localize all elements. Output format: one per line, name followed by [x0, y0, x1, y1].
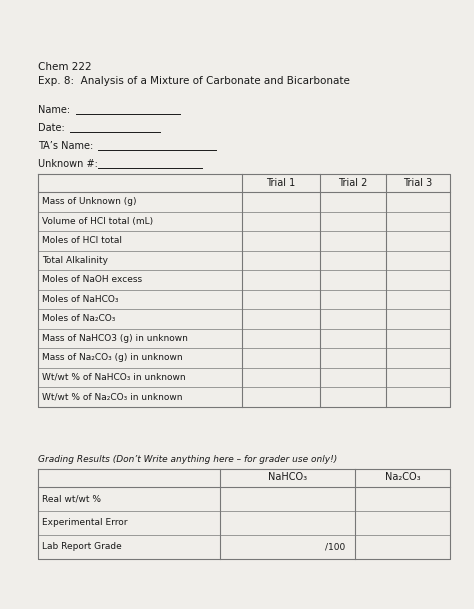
- Text: Experimental Error: Experimental Error: [42, 518, 128, 527]
- Text: TA’s Name:: TA’s Name:: [38, 141, 93, 151]
- Text: Moles of HCl total: Moles of HCl total: [42, 236, 122, 245]
- Text: Total Alkalinity: Total Alkalinity: [42, 256, 108, 265]
- Text: Mass of Na₂CO₃ (g) in unknown: Mass of Na₂CO₃ (g) in unknown: [42, 353, 182, 362]
- Text: Moles of NaHCO₃: Moles of NaHCO₃: [42, 295, 118, 304]
- Text: /100: /100: [325, 542, 345, 551]
- Text: Chem 222: Chem 222: [38, 62, 91, 72]
- Text: Name:: Name:: [38, 105, 70, 115]
- Text: Trial 2: Trial 2: [338, 178, 368, 188]
- Text: Exp. 8:  Analysis of a Mixture of Carbonate and Bicarbonate: Exp. 8: Analysis of a Mixture of Carbona…: [38, 76, 350, 86]
- Text: Mass of Unknown (g): Mass of Unknown (g): [42, 197, 137, 206]
- Text: Trial 1: Trial 1: [266, 178, 296, 188]
- Text: Mass of NaHCO3 (g) in unknown: Mass of NaHCO3 (g) in unknown: [42, 334, 188, 343]
- Text: Trial 3: Trial 3: [403, 178, 433, 188]
- Text: Wt/wt % of Na₂CO₃ in unknown: Wt/wt % of Na₂CO₃ in unknown: [42, 392, 182, 401]
- Text: NaHCO₃: NaHCO₃: [268, 473, 307, 482]
- Text: Moles of NaOH excess: Moles of NaOH excess: [42, 275, 142, 284]
- Text: Wt/wt % of NaHCO₃ in unknown: Wt/wt % of NaHCO₃ in unknown: [42, 373, 186, 382]
- Text: Unknown #:: Unknown #:: [38, 159, 98, 169]
- Text: Volume of HCl total (mL): Volume of HCl total (mL): [42, 217, 153, 226]
- Text: Date:: Date:: [38, 123, 65, 133]
- Text: Lab Report Grade: Lab Report Grade: [42, 542, 122, 551]
- Text: Moles of Na₂CO₃: Moles of Na₂CO₃: [42, 314, 115, 323]
- Text: Real wt/wt %: Real wt/wt %: [42, 494, 101, 503]
- Text: Grading Results (Don’t Write anything here – for grader use only!): Grading Results (Don’t Write anything he…: [38, 454, 337, 463]
- Text: Na₂CO₃: Na₂CO₃: [385, 473, 420, 482]
